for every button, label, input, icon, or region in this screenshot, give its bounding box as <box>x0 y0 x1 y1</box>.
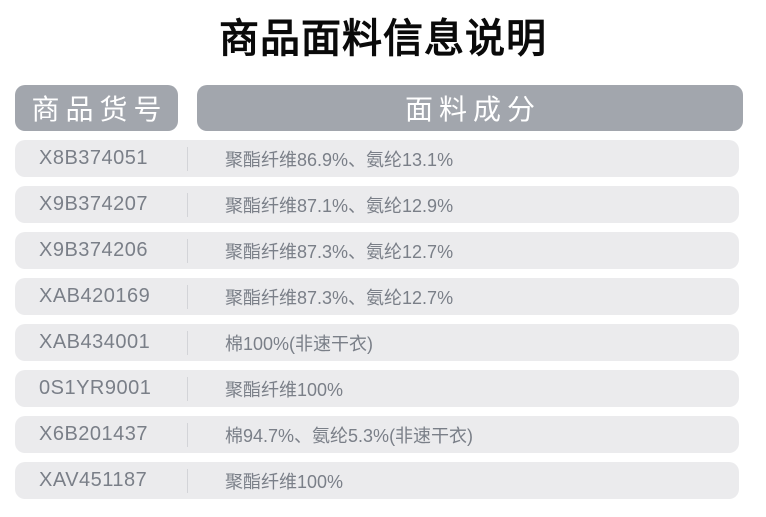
column-divider <box>187 422 188 447</box>
fabric-value: 聚酯纤维87.1%、氨纶12.9% <box>225 195 454 216</box>
column-divider <box>187 376 188 401</box>
table-row: X9B374206 聚酯纤维87.3%、氨纶12.7% <box>15 232 739 269</box>
sku-value: XAB420169 <box>39 285 151 307</box>
sku-value: XAV451187 <box>39 469 148 491</box>
fabric-value: 聚酯纤维87.3%、氨纶12.7% <box>225 287 454 308</box>
page-title: 商品面料信息说明 <box>219 17 547 61</box>
sku-value: X9B374207 <box>39 193 149 215</box>
column-header-fabric: 面料成分 <box>197 85 743 131</box>
column-divider <box>187 146 188 171</box>
table-row: XAB420169 聚酯纤维87.3%、氨纶12.7% <box>15 278 739 315</box>
fabric-value: 聚酯纤维86.9%、氨纶13.1% <box>225 149 454 170</box>
table-header: 商品货号 面料成分 <box>15 85 743 131</box>
sku-value: 0S1YR9001 <box>39 377 152 399</box>
table-body: X8B374051 聚酯纤维86.9%、氨纶13.1% X9B374207 聚酯… <box>15 140 739 499</box>
fabric-value: 聚酯纤维100% <box>225 379 344 400</box>
column-header-sku: 商品货号 <box>15 85 178 131</box>
sku-value: X8B374051 <box>39 147 149 169</box>
fabric-value: 棉94.7%、氨纶5.3%(非速干衣) <box>225 425 474 446</box>
sku-value: X9B374206 <box>39 239 149 261</box>
column-divider <box>187 468 188 493</box>
table-row: X6B201437 棉94.7%、氨纶5.3%(非速干衣) <box>15 416 739 453</box>
table-row: X8B374051 聚酯纤维86.9%、氨纶13.1% <box>15 140 739 177</box>
table-row: XAV451187 聚酯纤维100% <box>15 462 739 499</box>
table-row: XAB434001 棉100%(非速干衣) <box>15 324 739 361</box>
column-divider <box>187 238 188 263</box>
fabric-value: 棉100%(非速干衣) <box>225 333 374 354</box>
column-divider <box>187 284 188 309</box>
table-row: X9B374207 聚酯纤维87.1%、氨纶12.9% <box>15 186 739 223</box>
table-row: 0S1YR9001 聚酯纤维100% <box>15 370 739 407</box>
sku-value: XAB434001 <box>39 331 151 353</box>
fabric-value: 聚酯纤维87.3%、氨纶12.7% <box>225 241 454 262</box>
column-divider <box>187 192 188 217</box>
column-divider <box>187 330 188 355</box>
sku-value: X6B201437 <box>39 423 149 445</box>
fabric-value: 聚酯纤维100% <box>225 471 344 492</box>
